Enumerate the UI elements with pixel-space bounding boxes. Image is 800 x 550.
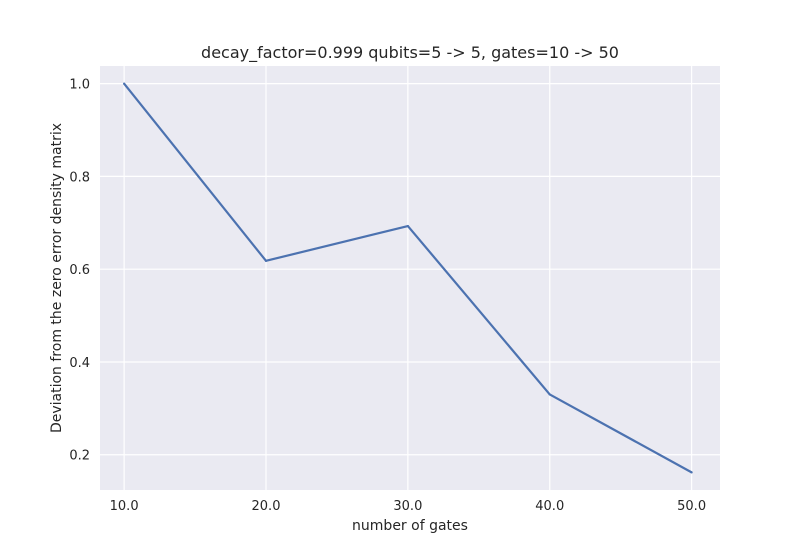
y-tick-label: 0.8: [69, 170, 90, 185]
chart-title: decay_factor=0.999 qubits=5 -> 5, gates=…: [201, 43, 619, 63]
y-tick-label: 1.0: [69, 78, 90, 93]
y-tick-label: 0.6: [69, 263, 90, 278]
x-axis-label: number of gates: [352, 518, 468, 534]
data-point: [123, 82, 126, 85]
data-point: [548, 393, 551, 396]
y-tick-label: 0.2: [69, 449, 90, 464]
x-tick-label: 50.0: [677, 499, 706, 514]
x-tick-label: 10.0: [110, 499, 139, 514]
data-point: [406, 224, 409, 228]
y-tick-label: 0.4: [69, 356, 90, 371]
series-group: [123, 82, 693, 474]
plot-background: [100, 66, 720, 490]
data-point: [690, 471, 693, 474]
tick-labels: 10.0 20.0 30.0 40.0 50.0 0.2 0.4 0.6 0.8 1.0: [69, 78, 706, 514]
x-tick-label: 20.0: [252, 499, 281, 514]
x-tick-label: 30.0: [393, 499, 422, 514]
data-point: [264, 259, 268, 262]
grid-lines: [100, 66, 720, 490]
y-axis-label: Deviation from the zero error density ma…: [49, 123, 65, 433]
x-tick-label: 40.0: [535, 499, 564, 514]
